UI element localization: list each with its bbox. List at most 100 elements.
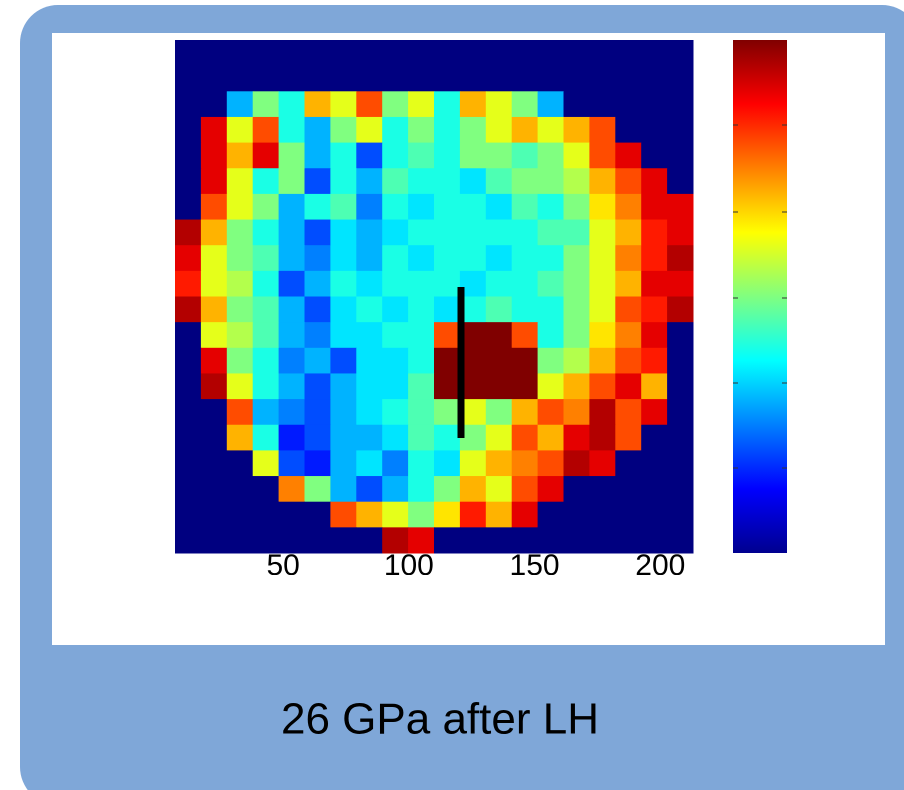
cell <box>459 527 487 554</box>
cell <box>434 399 461 426</box>
cell <box>330 270 357 297</box>
cell <box>537 322 564 349</box>
cell <box>667 168 694 195</box>
cell <box>459 219 487 246</box>
cell <box>226 65 254 92</box>
cell <box>175 91 202 118</box>
cell <box>615 399 642 426</box>
cell <box>382 424 409 451</box>
cell <box>485 476 513 503</box>
cell <box>563 168 590 195</box>
cell <box>304 450 331 477</box>
cell <box>563 476 590 503</box>
cell <box>252 65 280 92</box>
cell <box>278 501 305 528</box>
cell <box>641 40 668 67</box>
cell <box>641 347 668 374</box>
cell <box>200 322 228 349</box>
cell <box>485 450 513 477</box>
cell <box>589 142 616 169</box>
cell <box>200 245 228 272</box>
cell <box>252 501 280 528</box>
cell <box>278 40 305 67</box>
cell <box>356 450 383 477</box>
cell <box>615 296 642 323</box>
cell <box>563 116 590 144</box>
cell <box>537 65 564 92</box>
cell <box>667 245 694 272</box>
cell <box>382 116 409 144</box>
cell <box>408 116 435 144</box>
cell <box>511 168 539 195</box>
cell <box>252 399 280 426</box>
cell <box>356 142 383 169</box>
cell <box>615 347 642 374</box>
cell <box>382 168 409 195</box>
cell <box>200 91 228 118</box>
cell <box>641 270 668 297</box>
cell <box>485 168 513 195</box>
cell <box>175 168 202 195</box>
x-tick-label: 100 <box>384 549 434 582</box>
cell <box>252 476 280 503</box>
cell <box>537 527 564 554</box>
cell <box>589 476 616 503</box>
cell <box>511 450 539 477</box>
cell <box>304 40 331 67</box>
cell <box>200 347 228 374</box>
cell <box>459 116 487 144</box>
cell <box>382 373 409 400</box>
cell <box>356 501 383 528</box>
cell <box>537 142 564 169</box>
cell <box>511 142 539 169</box>
cell <box>175 322 202 349</box>
cell <box>304 270 331 297</box>
cell <box>589 347 616 374</box>
cell <box>356 347 383 374</box>
cell <box>408 193 435 221</box>
cell <box>200 501 228 528</box>
cell <box>537 270 564 297</box>
cell <box>304 296 331 323</box>
cell <box>278 219 305 246</box>
cell <box>226 322 254 349</box>
cell <box>278 527 305 554</box>
cell <box>304 347 331 374</box>
cell <box>641 219 668 246</box>
cell <box>330 296 357 323</box>
cell <box>537 296 564 323</box>
cell <box>615 91 642 118</box>
cell <box>252 527 280 554</box>
cell <box>434 347 461 374</box>
cell <box>278 270 305 297</box>
cell <box>304 245 331 272</box>
cell <box>356 322 383 349</box>
cell <box>408 450 435 477</box>
cell <box>330 40 357 67</box>
cell <box>175 424 202 451</box>
cell <box>615 40 642 67</box>
cell <box>278 399 305 426</box>
cell <box>459 168 487 195</box>
cell <box>589 219 616 246</box>
cell <box>278 424 305 451</box>
cell <box>563 399 590 426</box>
cell <box>615 373 642 400</box>
cell <box>641 450 668 477</box>
cell <box>589 116 616 144</box>
cell <box>200 450 228 477</box>
cell <box>459 245 487 272</box>
cell <box>175 116 202 144</box>
cell <box>511 65 539 92</box>
cell <box>278 91 305 118</box>
cell <box>356 476 383 503</box>
cell <box>200 270 228 297</box>
cell <box>641 424 668 451</box>
cell <box>408 40 435 67</box>
cell <box>667 193 694 221</box>
cell <box>252 142 280 169</box>
cell <box>537 193 564 221</box>
cell <box>356 40 383 67</box>
cell <box>589 193 616 221</box>
cell <box>408 373 435 400</box>
